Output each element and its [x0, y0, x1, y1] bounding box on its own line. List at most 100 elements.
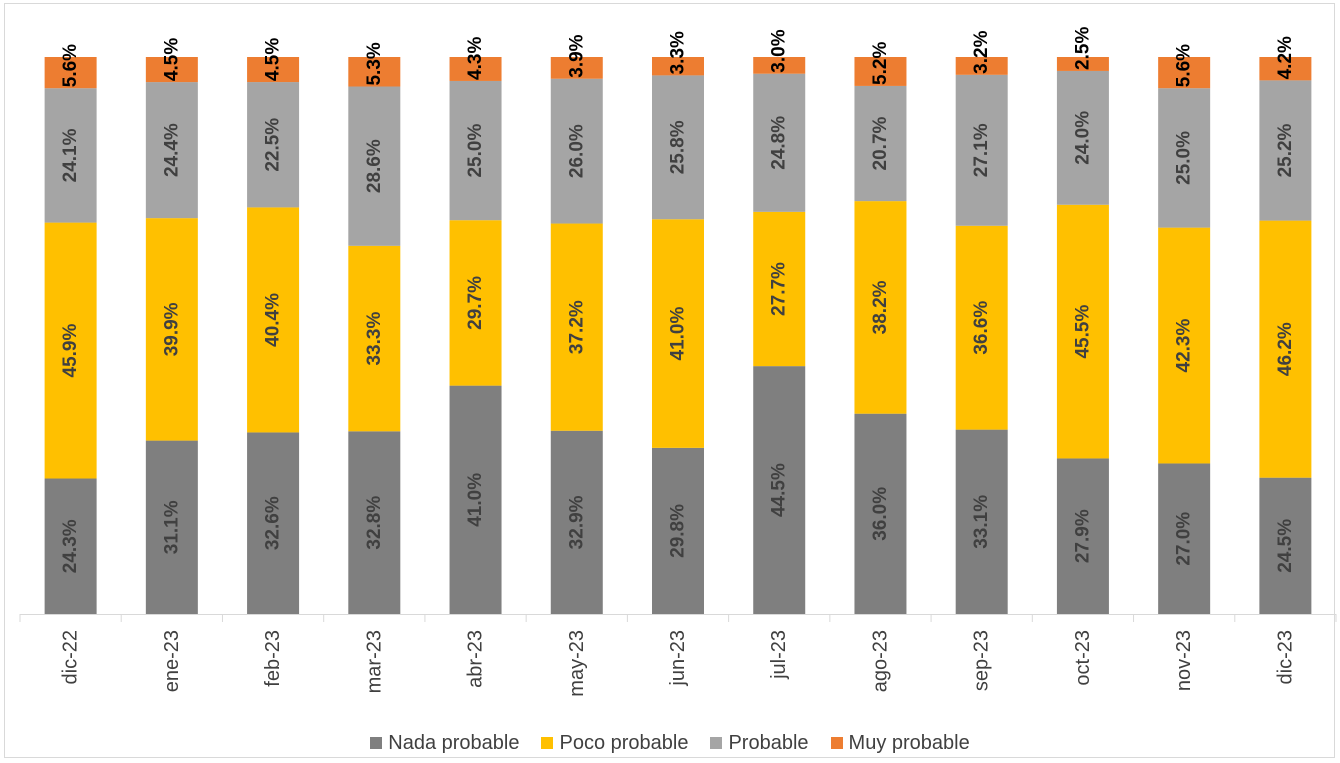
bar-segment-nada-probable — [348, 431, 401, 614]
data-label: 24.4% — [161, 123, 182, 177]
bar-segment-probable — [550, 78, 603, 224]
data-label: 4.3% — [465, 37, 486, 80]
bar-segment-nada-probable — [652, 447, 704, 614]
x-tick-label: abr-23 — [465, 630, 487, 688]
legend-swatch — [370, 737, 383, 749]
bar-segment-muy-probable — [652, 57, 704, 76]
bar-segment-poco-probable — [550, 223, 603, 431]
x-tick-label: dic-23 — [1274, 630, 1296, 684]
bar-segment-probable — [348, 86, 401, 246]
bar-segment-nada-probable — [44, 478, 97, 614]
data-label: 45.9% — [60, 324, 81, 378]
bar-segment-nada-probable — [1158, 463, 1211, 614]
bar-segment-nada-probable — [449, 385, 502, 614]
bar-segment-poco-probable — [44, 222, 97, 479]
data-label: 3.0% — [769, 29, 790, 72]
bar-segment-muy-probable — [753, 57, 806, 74]
bar-segment-poco-probable — [753, 211, 806, 367]
bar-segment-nada-probable — [1259, 477, 1312, 614]
data-label: 4.2% — [1275, 36, 1296, 79]
bar-segment-muy-probable — [550, 57, 603, 79]
legend-label: Nada probable — [388, 731, 520, 754]
x-tick-label: dic-22 — [60, 630, 82, 684]
bar-segment-muy-probable — [854, 57, 907, 86]
data-label: 41.0% — [465, 473, 486, 527]
data-label: 28.6% — [364, 139, 385, 193]
data-label: 3.2% — [971, 30, 992, 73]
bar-segment-poco-probable — [1158, 227, 1211, 464]
bar-segment-poco-probable — [854, 201, 907, 414]
data-label: 24.0% — [1072, 111, 1093, 165]
bar-segment-poco-probable — [348, 245, 401, 432]
bar-segment-probable — [1259, 80, 1312, 221]
data-label: 25.0% — [1174, 131, 1195, 185]
bar-segment-nada-probable — [854, 413, 907, 614]
bar-segment-nada-probable — [1056, 458, 1109, 614]
x-tick-label: oct-23 — [1072, 630, 1094, 686]
data-label: 25.0% — [465, 124, 486, 178]
legend-swatch — [830, 737, 843, 749]
bar-segment-nada-probable — [247, 432, 300, 614]
data-label: 32.9% — [566, 495, 587, 549]
data-label: 3.9% — [566, 34, 587, 77]
data-label: 5.2% — [870, 42, 891, 85]
bar-segment-poco-probable — [955, 225, 1008, 430]
bar-segment-probable — [1056, 70, 1109, 205]
bar-segment-probable — [652, 75, 704, 220]
bar-segment-probable — [1158, 88, 1211, 228]
data-label: 44.5% — [769, 463, 790, 517]
bar-segment-muy-probable — [145, 57, 198, 83]
data-label: 5.6% — [60, 44, 81, 87]
x-tick-label: nov-23 — [1173, 630, 1195, 691]
data-label: 27.7% — [769, 262, 790, 316]
legend-item: Nada probable — [370, 732, 519, 755]
legend-label: Poco probable — [559, 731, 689, 754]
data-label: 45.5% — [1072, 305, 1093, 359]
data-label: 29.7% — [465, 276, 486, 330]
x-tick-label: feb-23 — [262, 630, 284, 687]
x-tick-label: jun-23 — [667, 630, 689, 687]
data-label: 37.2% — [566, 300, 587, 354]
data-label: 39.9% — [161, 302, 182, 356]
bar-segment-probable — [449, 80, 502, 221]
bar-segment-poco-probable — [449, 220, 502, 386]
bar-segment-nada-probable — [145, 440, 198, 614]
data-label: 5.6% — [1174, 44, 1195, 87]
bar-segment-muy-probable — [1158, 57, 1211, 89]
data-label: 24.3% — [60, 519, 81, 573]
data-label: 42.3% — [1174, 318, 1195, 372]
bar-segment-probable — [854, 85, 907, 202]
data-label: 3.3% — [668, 31, 689, 74]
bar-segment-muy-probable — [955, 57, 1008, 75]
bar-segment-muy-probable — [44, 57, 97, 89]
data-label: 25.8% — [668, 120, 689, 174]
data-label: 24.1% — [60, 128, 81, 182]
data-label: 27.9% — [1072, 509, 1093, 563]
data-label: 32.8% — [364, 496, 385, 550]
bar-segment-probable — [753, 73, 806, 212]
legend-swatch — [541, 737, 554, 749]
legend-item: Probable — [710, 732, 809, 755]
data-label: 25.2% — [1275, 123, 1296, 177]
data-label: 5.3% — [364, 42, 385, 85]
bar-segment-muy-probable — [1259, 57, 1312, 81]
data-label: 36.6% — [971, 301, 992, 355]
x-tick-label: mar-23 — [363, 630, 385, 693]
bar-segment-nada-probable — [753, 366, 806, 614]
x-tick-label: ago-23 — [869, 630, 891, 692]
data-label: 32.6% — [263, 496, 284, 550]
chart-legend: Nada probable Poco probable Probable Muy pr… — [0, 728, 1340, 758]
bar-segment-probable — [955, 74, 1008, 226]
data-label: 24.8% — [769, 116, 790, 170]
bar-segment-muy-probable — [247, 57, 300, 83]
data-label: 27.0% — [1174, 512, 1195, 566]
x-tick-label: may-23 — [566, 630, 588, 697]
data-label: 2.5% — [1072, 27, 1093, 70]
data-label: 4.5% — [263, 38, 284, 81]
data-label: 26.0% — [566, 124, 587, 178]
bar-segment-poco-probable — [247, 207, 300, 433]
bar-segment-muy-probable — [449, 57, 502, 81]
data-label: 20.7% — [870, 116, 891, 170]
x-tick-label: sep-23 — [971, 630, 993, 691]
